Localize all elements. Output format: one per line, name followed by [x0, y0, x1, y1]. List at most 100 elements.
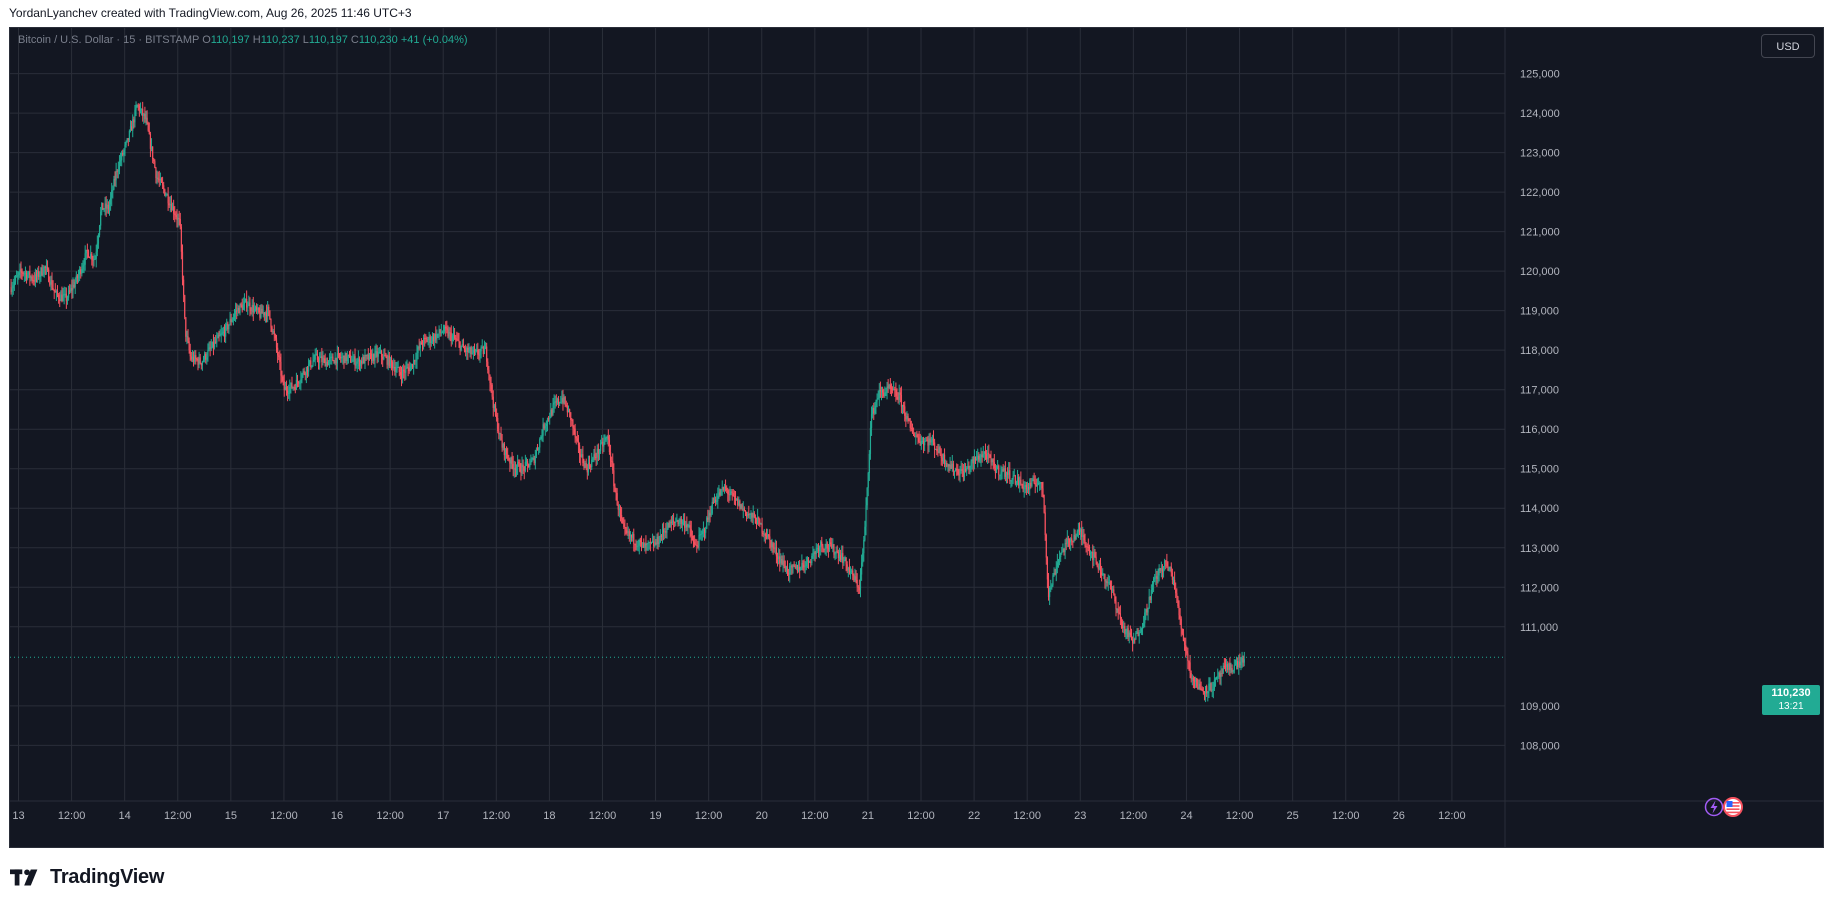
lightning-event-icon[interactable]: [1704, 797, 1724, 817]
candle: [974, 456, 977, 464]
candle: [897, 392, 899, 404]
candle: [113, 175, 115, 191]
candle: [170, 195, 173, 213]
candle: [1198, 679, 1200, 690]
candle: [142, 101, 144, 122]
candle-body: [413, 360, 415, 368]
candle-body: [220, 333, 222, 336]
candle-body: [212, 341, 215, 348]
candle: [1063, 548, 1065, 556]
candle-body: [629, 534, 632, 537]
candle: [168, 196, 170, 209]
candle: [817, 543, 820, 558]
candle-body: [937, 451, 939, 453]
candle-body: [388, 355, 390, 367]
candle: [1217, 668, 1219, 683]
candle: [882, 386, 884, 398]
candle-body: [453, 334, 456, 339]
candle-body: [553, 402, 555, 405]
candle-body: [497, 418, 499, 432]
candle: [358, 356, 361, 371]
x-tick-label: 18: [543, 810, 555, 822]
candle-body: [373, 354, 375, 361]
candle: [1061, 546, 1063, 555]
brand-logo-block[interactable]: TradingView: [10, 864, 164, 890]
candle: [310, 357, 312, 370]
candle: [1106, 577, 1108, 587]
price-chart[interactable]: 125,000124,000123,000122,000121,000120,0…: [10, 28, 1824, 848]
candle-body: [256, 306, 258, 310]
candle-body: [1055, 567, 1057, 575]
x-tick-label: 12:00: [1438, 810, 1466, 822]
candle-body: [729, 494, 731, 496]
candle: [734, 491, 737, 506]
candle: [222, 326, 225, 337]
candle: [157, 171, 159, 183]
candle-body: [528, 463, 530, 468]
candle: [538, 447, 540, 455]
candle: [638, 538, 640, 555]
candle-body: [1172, 579, 1175, 581]
candle-body: [423, 337, 425, 345]
candle: [989, 454, 991, 459]
candle: [838, 547, 841, 562]
candle-body: [1160, 568, 1162, 571]
candle-body: [1005, 472, 1008, 477]
candle-body: [406, 367, 408, 369]
candle-body: [490, 382, 492, 385]
candle: [231, 317, 233, 323]
candle: [653, 535, 655, 552]
candle: [1199, 678, 1201, 691]
candle-body: [1155, 576, 1157, 578]
candle: [581, 448, 583, 458]
candle: [1172, 576, 1175, 586]
candle: [264, 311, 267, 323]
candle-body: [709, 512, 711, 516]
currency-button[interactable]: USD: [1761, 34, 1815, 58]
candle-body: [1164, 560, 1166, 567]
candle-body: [1234, 664, 1237, 666]
candle-body: [439, 329, 441, 333]
candle-body: [355, 363, 357, 366]
candle-body: [384, 355, 386, 357]
candle-body: [1130, 635, 1133, 640]
candle: [732, 489, 734, 497]
candle-body: [942, 454, 945, 462]
candle: [325, 357, 327, 370]
candle-body: [369, 353, 372, 355]
candle-body: [1040, 482, 1042, 484]
candle-body: [989, 454, 991, 458]
candle: [444, 324, 446, 334]
candle-body: [149, 134, 152, 149]
candle: [101, 202, 103, 216]
candle: [894, 386, 896, 398]
candle: [1157, 568, 1159, 584]
candle-body: [123, 150, 125, 155]
candle: [1093, 546, 1095, 567]
candle: [612, 453, 614, 474]
candle-body: [744, 510, 747, 512]
candle: [914, 432, 916, 438]
candle-body: [691, 535, 693, 541]
candle-body: [222, 331, 225, 333]
candle-body: [781, 559, 783, 565]
candle: [1056, 553, 1058, 574]
candle-body: [69, 290, 71, 292]
candle-body: [105, 203, 107, 209]
us-flag-event-icon[interactable]: [1723, 797, 1743, 817]
candle-body: [1185, 644, 1187, 652]
candle-body: [335, 357, 337, 364]
legend-open-value: 110,197: [210, 34, 250, 46]
candle: [555, 394, 557, 407]
candle-body: [875, 401, 877, 406]
candle: [682, 513, 685, 526]
candle: [895, 382, 897, 402]
chart-panel[interactable]: 125,000 124,000 123,000 122,000 121,000 120,0…: [9, 27, 1824, 848]
candle-body: [243, 301, 246, 305]
candle-body: [1233, 665, 1235, 671]
candle: [45, 259, 48, 275]
tradingview-logo-icon: [10, 869, 38, 886]
candle-body: [424, 337, 426, 339]
candle: [1176, 588, 1178, 604]
candle: [708, 510, 710, 526]
